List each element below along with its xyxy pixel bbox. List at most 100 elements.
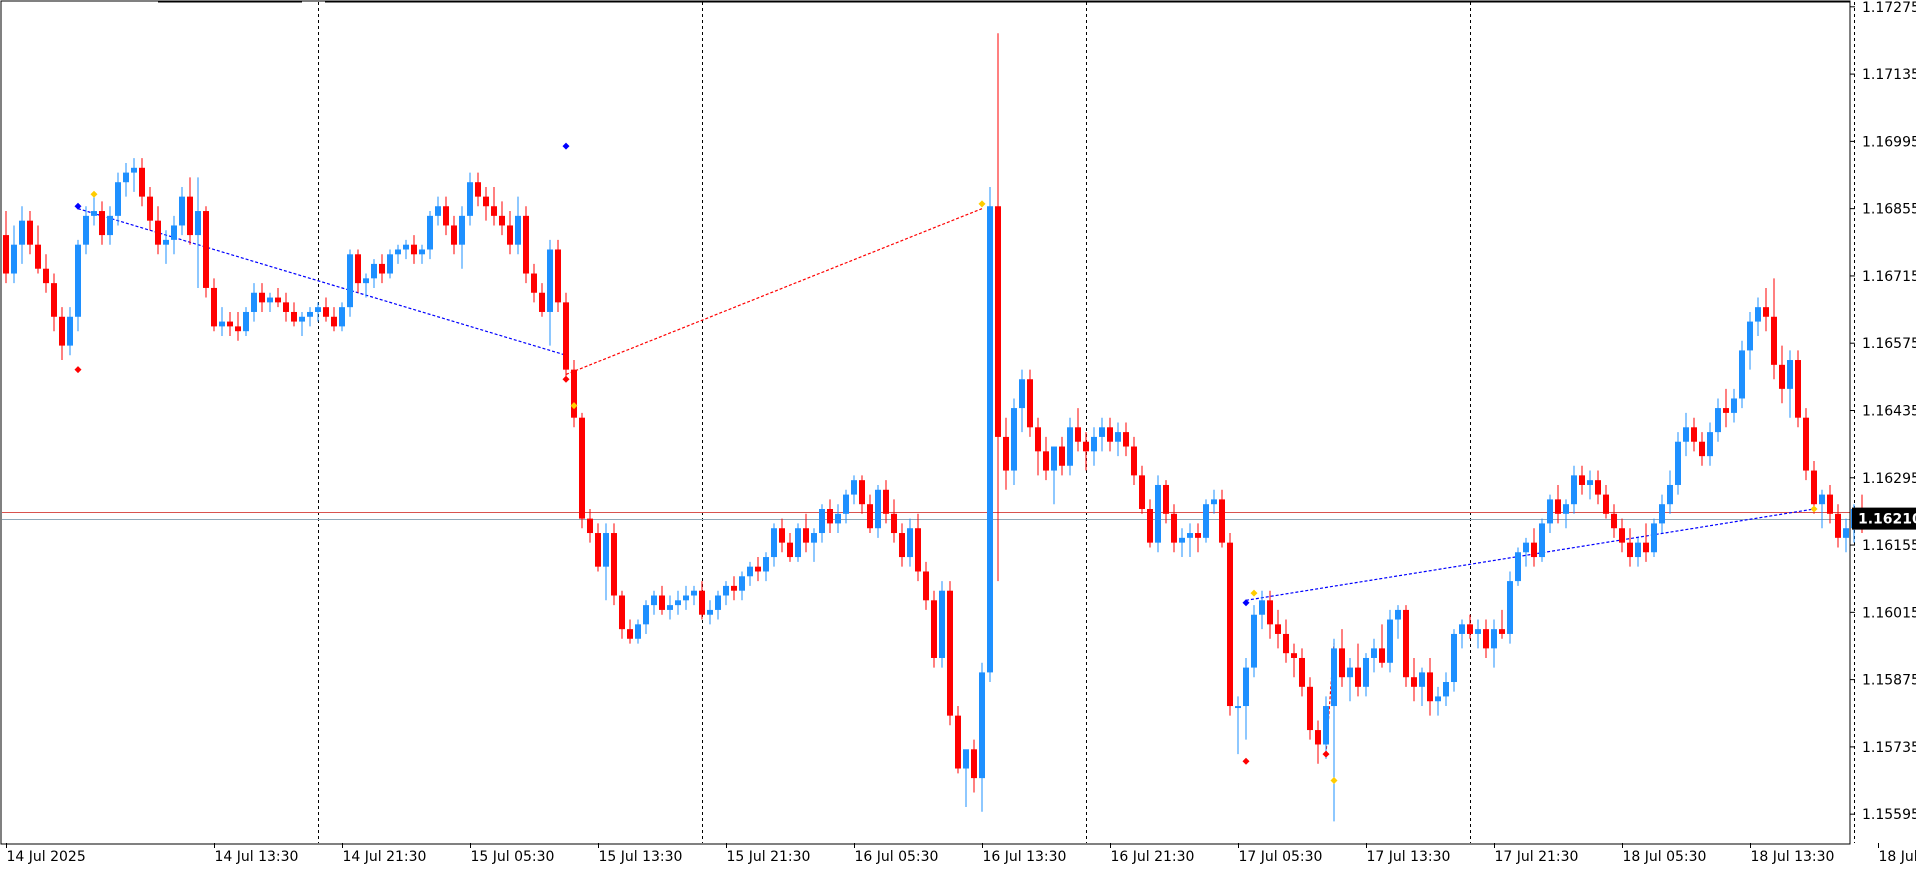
candle[interactable] xyxy=(1467,615,1473,639)
candle[interactable] xyxy=(179,187,185,235)
candle[interactable] xyxy=(1763,288,1769,331)
candle[interactable] xyxy=(1619,519,1625,553)
candle[interactable] xyxy=(395,245,401,264)
candle[interactable] xyxy=(267,293,273,312)
candle[interactable] xyxy=(1059,437,1065,475)
candle[interactable] xyxy=(99,201,105,244)
candle[interactable] xyxy=(499,201,505,235)
candle[interactable] xyxy=(1419,668,1425,706)
candle[interactable] xyxy=(91,197,97,226)
candle[interactable] xyxy=(771,523,777,566)
candle[interactable] xyxy=(299,312,305,336)
candle[interactable] xyxy=(1339,629,1345,687)
candle[interactable] xyxy=(1035,418,1041,476)
candle[interactable] xyxy=(1507,571,1513,643)
candle[interactable] xyxy=(1835,504,1841,547)
candle[interactable] xyxy=(347,249,353,316)
candle[interactable] xyxy=(1603,485,1609,519)
candle[interactable] xyxy=(307,307,313,326)
candle[interactable] xyxy=(459,206,465,268)
candle[interactable] xyxy=(1043,437,1049,480)
candle[interactable] xyxy=(1235,696,1241,754)
candle[interactable] xyxy=(1355,644,1361,697)
candle[interactable] xyxy=(963,749,969,807)
candle[interactable] xyxy=(475,173,481,207)
candle[interactable] xyxy=(1643,523,1649,561)
candle[interactable] xyxy=(995,33,1001,581)
candle[interactable] xyxy=(907,519,913,567)
candle[interactable] xyxy=(403,240,409,259)
candle[interactable] xyxy=(1315,720,1321,763)
candle[interactable] xyxy=(1363,653,1369,696)
candle[interactable] xyxy=(1747,312,1753,370)
candle[interactable] xyxy=(1651,519,1657,557)
candle[interactable] xyxy=(115,173,121,226)
candle[interactable] xyxy=(1435,687,1441,716)
candle[interactable] xyxy=(67,307,73,355)
candle[interactable] xyxy=(291,302,297,326)
candle[interactable] xyxy=(1611,504,1617,538)
candle[interactable] xyxy=(211,278,217,331)
candle[interactable] xyxy=(843,490,849,524)
candle[interactable] xyxy=(635,620,641,644)
candle[interactable] xyxy=(1691,418,1697,452)
candle[interactable] xyxy=(883,480,889,523)
candle[interactable] xyxy=(219,307,225,336)
candle[interactable] xyxy=(483,187,489,221)
candle[interactable] xyxy=(1715,398,1721,441)
candle[interactable] xyxy=(763,552,769,581)
candle[interactable] xyxy=(379,254,385,283)
candle[interactable] xyxy=(1779,346,1785,404)
candle[interactable] xyxy=(1139,466,1145,514)
candle[interactable] xyxy=(643,600,649,634)
candle[interactable] xyxy=(1387,610,1393,672)
candle[interactable] xyxy=(651,591,657,615)
candle[interactable] xyxy=(739,571,745,600)
candle[interactable] xyxy=(355,249,361,292)
candle[interactable] xyxy=(915,514,921,581)
candle[interactable] xyxy=(1107,418,1113,452)
candle[interactable] xyxy=(1499,610,1505,639)
candle[interactable] xyxy=(315,302,321,321)
candle[interactable] xyxy=(1531,528,1537,566)
candle[interactable] xyxy=(779,519,785,553)
candle[interactable] xyxy=(19,206,25,264)
candle[interactable] xyxy=(1795,350,1801,427)
candle[interactable] xyxy=(107,206,113,244)
candle[interactable] xyxy=(787,533,793,562)
candle[interactable] xyxy=(235,312,241,341)
candle[interactable] xyxy=(1739,341,1745,408)
candle[interactable] xyxy=(59,307,65,360)
candle[interactable] xyxy=(51,274,57,332)
candle[interactable] xyxy=(171,216,177,254)
candle[interactable] xyxy=(1243,658,1249,740)
candle[interactable] xyxy=(1083,432,1089,470)
candle[interactable] xyxy=(467,173,473,226)
candle[interactable] xyxy=(1323,696,1329,758)
candle[interactable] xyxy=(899,523,905,566)
candle[interactable] xyxy=(1723,389,1729,427)
candle[interactable] xyxy=(1219,490,1225,548)
candle[interactable] xyxy=(363,274,369,298)
candle[interactable] xyxy=(35,225,41,273)
candle[interactable] xyxy=(1403,605,1409,687)
candle[interactable] xyxy=(859,475,865,513)
candle[interactable] xyxy=(1699,432,1705,466)
candle[interactable] xyxy=(1051,447,1057,505)
candle[interactable] xyxy=(939,581,945,668)
candle[interactable] xyxy=(603,523,609,600)
candle[interactable] xyxy=(707,600,713,624)
candle[interactable] xyxy=(931,591,937,668)
candle[interactable] xyxy=(1427,658,1433,716)
candle[interactable] xyxy=(1203,499,1209,542)
candle[interactable] xyxy=(75,240,81,331)
candle[interactable] xyxy=(1587,471,1593,500)
candle[interactable] xyxy=(1627,528,1633,566)
candle[interactable] xyxy=(1483,620,1489,658)
candle[interactable] xyxy=(1091,427,1097,465)
candle[interactable] xyxy=(531,264,537,302)
candle[interactable] xyxy=(259,283,265,312)
